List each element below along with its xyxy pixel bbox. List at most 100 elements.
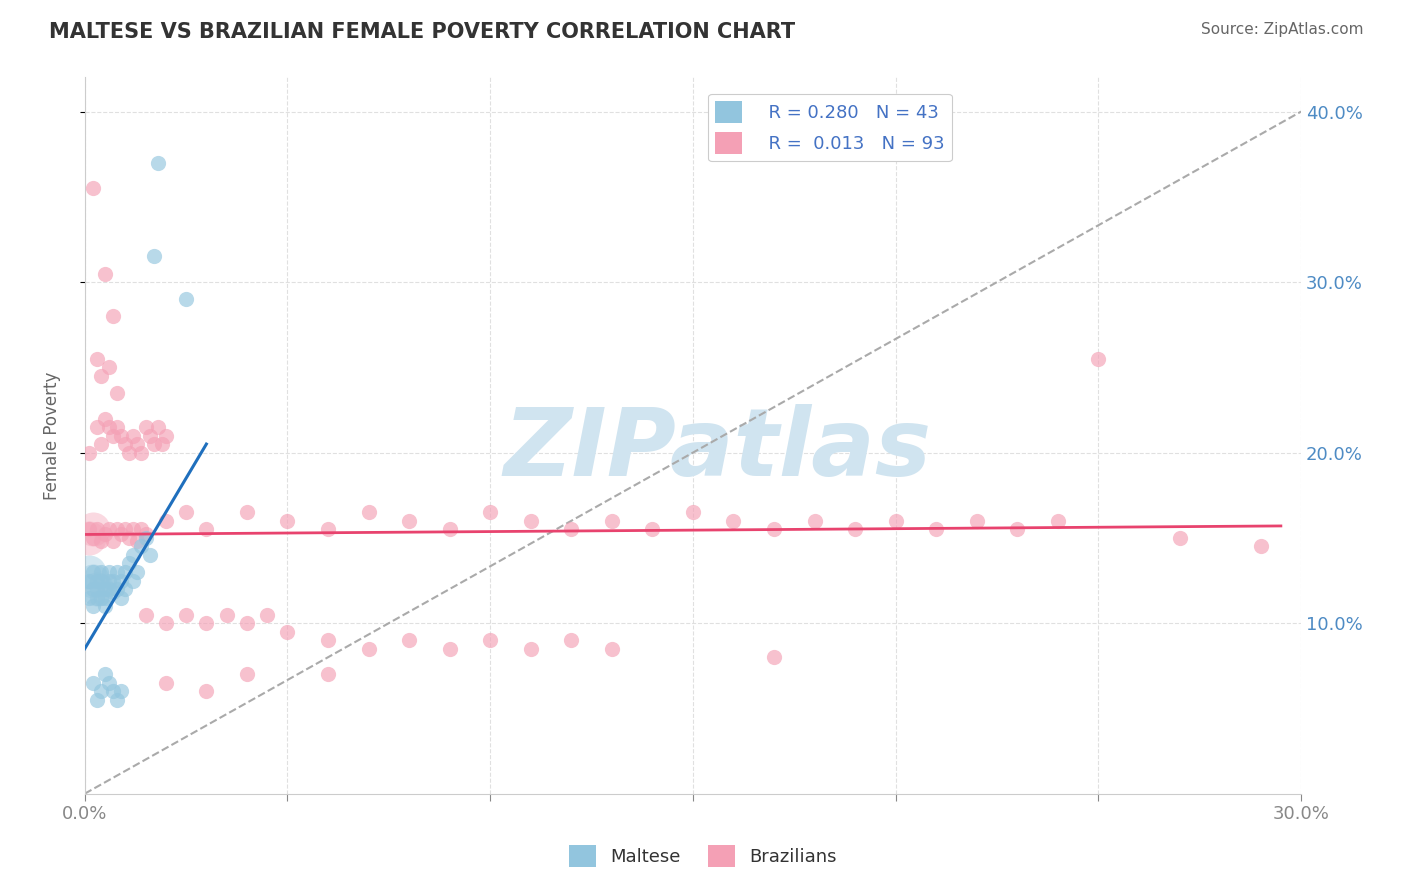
Point [118, 557, 141, 571]
Point [155, 428, 177, 442]
Point [122, 522, 145, 536]
Point [122, 548, 145, 562]
Point [155, 514, 177, 528]
Point [105, 582, 128, 596]
Point [105, 693, 128, 707]
Point [105, 385, 128, 400]
Point [98, 360, 121, 375]
Point [101, 684, 124, 698]
Point [142, 437, 165, 451]
Point [1046, 514, 1069, 528]
Point [90, 368, 112, 383]
Point [110, 591, 132, 605]
Text: Source: ZipAtlas.com: Source: ZipAtlas.com [1201, 22, 1364, 37]
Point [118, 445, 141, 459]
Point [77, 574, 100, 588]
Point [256, 607, 278, 622]
Point [94, 667, 117, 681]
Point [98, 522, 121, 536]
Point [114, 522, 136, 536]
Point [174, 292, 197, 306]
Point [195, 616, 218, 631]
Point [316, 633, 339, 648]
Point [82, 181, 104, 195]
Point [560, 633, 582, 648]
Point [86, 582, 108, 596]
Y-axis label: Female Poverty: Female Poverty [44, 371, 60, 500]
Point [1087, 351, 1109, 366]
Point [138, 428, 160, 442]
Point [86, 420, 108, 434]
Point [82, 531, 104, 545]
Point [236, 667, 259, 681]
Point [86, 591, 108, 605]
Point [215, 607, 238, 622]
Point [94, 411, 117, 425]
Point [98, 565, 121, 579]
Legend: Maltese, Brazilians: Maltese, Brazilians [562, 838, 844, 874]
Point [925, 522, 948, 536]
Point [155, 616, 177, 631]
Point [844, 522, 866, 536]
Point [98, 582, 121, 596]
Point [127, 534, 149, 549]
Point [723, 514, 745, 528]
Point [90, 574, 112, 588]
Point [101, 534, 124, 549]
Point [86, 351, 108, 366]
Point [86, 582, 108, 596]
Point [479, 505, 502, 519]
Point [135, 607, 157, 622]
Point [98, 420, 121, 434]
Point [316, 522, 339, 536]
Point [146, 420, 169, 434]
Point [131, 540, 153, 554]
Point [1250, 540, 1272, 554]
Point [86, 522, 108, 536]
Point [146, 155, 169, 169]
Point [77, 445, 100, 459]
Point [101, 585, 124, 599]
Point [195, 684, 218, 698]
Point [236, 505, 259, 519]
Point [90, 534, 112, 549]
Point [94, 599, 117, 613]
Point [94, 267, 117, 281]
Point [86, 574, 108, 588]
Point [90, 565, 112, 579]
Point [90, 437, 112, 451]
Point [118, 531, 141, 545]
Point [276, 624, 298, 639]
Point [763, 650, 786, 665]
Point [276, 514, 298, 528]
Text: MALTESE VS BRAZILIAN FEMALE POVERTY CORRELATION CHART: MALTESE VS BRAZILIAN FEMALE POVERTY CORR… [49, 22, 796, 42]
Point [1007, 522, 1029, 536]
Point [90, 684, 112, 698]
Point [135, 531, 157, 545]
Text: ZIPatlas: ZIPatlas [503, 404, 931, 496]
Point [357, 641, 380, 656]
Point [110, 574, 132, 588]
Point [114, 437, 136, 451]
Point [966, 514, 988, 528]
Point [122, 428, 145, 442]
Point [98, 574, 121, 588]
Point [316, 667, 339, 681]
Point [560, 522, 582, 536]
Point [98, 676, 121, 690]
Point [138, 548, 160, 562]
Legend:   R = 0.280   N = 43,   R =  0.013   N = 93: R = 0.280 N = 43, R = 0.013 N = 93 [709, 94, 952, 161]
Point [131, 445, 153, 459]
Point [155, 676, 177, 690]
Point [135, 420, 157, 434]
Point [439, 522, 461, 536]
Point [94, 582, 117, 596]
Point [357, 505, 380, 519]
Point [101, 574, 124, 588]
Point [82, 574, 104, 588]
Point [94, 527, 117, 541]
Point [94, 591, 117, 605]
Point [479, 633, 502, 648]
Point [439, 641, 461, 656]
Point [195, 522, 218, 536]
